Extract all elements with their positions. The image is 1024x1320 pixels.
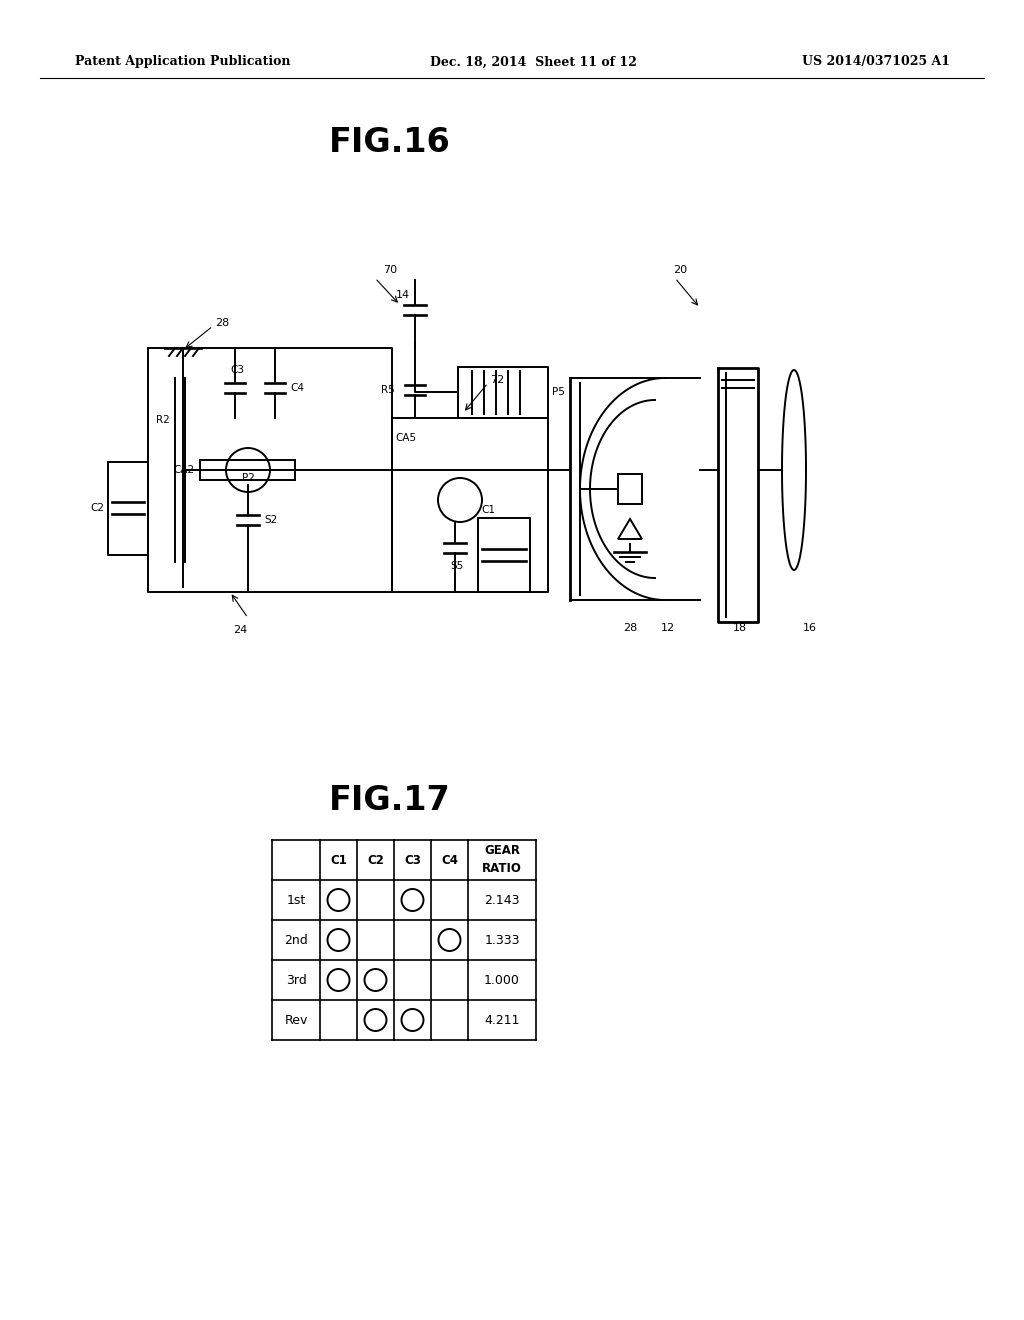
Text: C3: C3	[230, 366, 244, 375]
Text: Rev: Rev	[285, 1014, 307, 1027]
Text: C4: C4	[290, 383, 304, 393]
Text: 28: 28	[623, 623, 637, 634]
Text: C1: C1	[330, 854, 347, 866]
Text: 3rd: 3rd	[286, 974, 306, 986]
Text: 20: 20	[673, 265, 687, 275]
Text: Patent Application Publication: Patent Application Publication	[75, 55, 291, 69]
Text: P2: P2	[242, 473, 254, 483]
Text: C2: C2	[367, 854, 384, 866]
Text: 70: 70	[383, 265, 397, 275]
Text: R2: R2	[157, 414, 170, 425]
Text: S5: S5	[451, 561, 464, 572]
Text: C1: C1	[481, 506, 495, 515]
Text: CA2: CA2	[174, 465, 195, 475]
Bar	[618, 474, 642, 504]
Text: RATIO: RATIO	[482, 862, 522, 875]
Text: 1st: 1st	[287, 894, 305, 907]
Text: C3: C3	[404, 854, 421, 866]
Text: C4: C4	[441, 854, 458, 866]
Text: C2: C2	[90, 503, 104, 513]
Text: S2: S2	[264, 515, 278, 525]
Text: 24: 24	[232, 624, 247, 635]
Text: 1.000: 1.000	[484, 974, 520, 986]
Text: FIG.17: FIG.17	[329, 784, 451, 817]
Text: CA5: CA5	[395, 433, 416, 444]
Text: 1.333: 1.333	[484, 933, 520, 946]
Text: 72: 72	[490, 375, 504, 385]
Text: P5: P5	[552, 387, 565, 397]
Text: 12: 12	[660, 623, 675, 634]
Text: 2.143: 2.143	[484, 894, 520, 907]
Text: 28: 28	[215, 318, 229, 327]
Text: 14: 14	[396, 290, 410, 300]
Text: 4.211: 4.211	[484, 1014, 520, 1027]
Text: GEAR: GEAR	[484, 845, 520, 858]
Text: 16: 16	[803, 623, 817, 634]
Text: Dec. 18, 2014  Sheet 11 of 12: Dec. 18, 2014 Sheet 11 of 12	[430, 55, 637, 69]
Text: FIG.16: FIG.16	[329, 127, 451, 160]
Text: R5: R5	[381, 385, 395, 395]
Text: US 2014/0371025 A1: US 2014/0371025 A1	[802, 55, 950, 69]
Text: 2nd: 2nd	[284, 933, 308, 946]
Text: 18: 18	[733, 623, 748, 634]
